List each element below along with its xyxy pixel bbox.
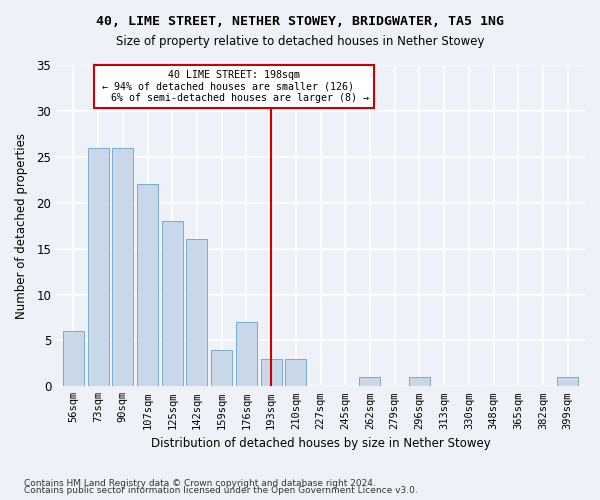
Bar [88, 148, 109, 386]
Bar [236, 322, 257, 386]
Bar [137, 184, 158, 386]
Bar [63, 331, 84, 386]
Y-axis label: Number of detached properties: Number of detached properties [15, 132, 28, 318]
Bar [211, 350, 232, 387]
Bar [409, 377, 430, 386]
Bar [286, 359, 307, 386]
Bar [112, 148, 133, 386]
Text: 40, LIME STREET, NETHER STOWEY, BRIDGWATER, TA5 1NG: 40, LIME STREET, NETHER STOWEY, BRIDGWAT… [96, 15, 504, 28]
Bar [359, 377, 380, 386]
Text: 40 LIME STREET: 198sqm  
← 94% of detached houses are smaller (126)  
  6% of se: 40 LIME STREET: 198sqm ← 94% of detached… [99, 70, 369, 103]
Text: Contains public sector information licensed under the Open Government Licence v3: Contains public sector information licen… [24, 486, 418, 495]
Bar [557, 377, 578, 386]
Text: Size of property relative to detached houses in Nether Stowey: Size of property relative to detached ho… [116, 35, 484, 48]
Text: Contains HM Land Registry data © Crown copyright and database right 2024.: Contains HM Land Registry data © Crown c… [24, 478, 376, 488]
Bar [260, 359, 281, 386]
Bar [187, 240, 208, 386]
Bar [162, 221, 183, 386]
X-axis label: Distribution of detached houses by size in Nether Stowey: Distribution of detached houses by size … [151, 437, 490, 450]
